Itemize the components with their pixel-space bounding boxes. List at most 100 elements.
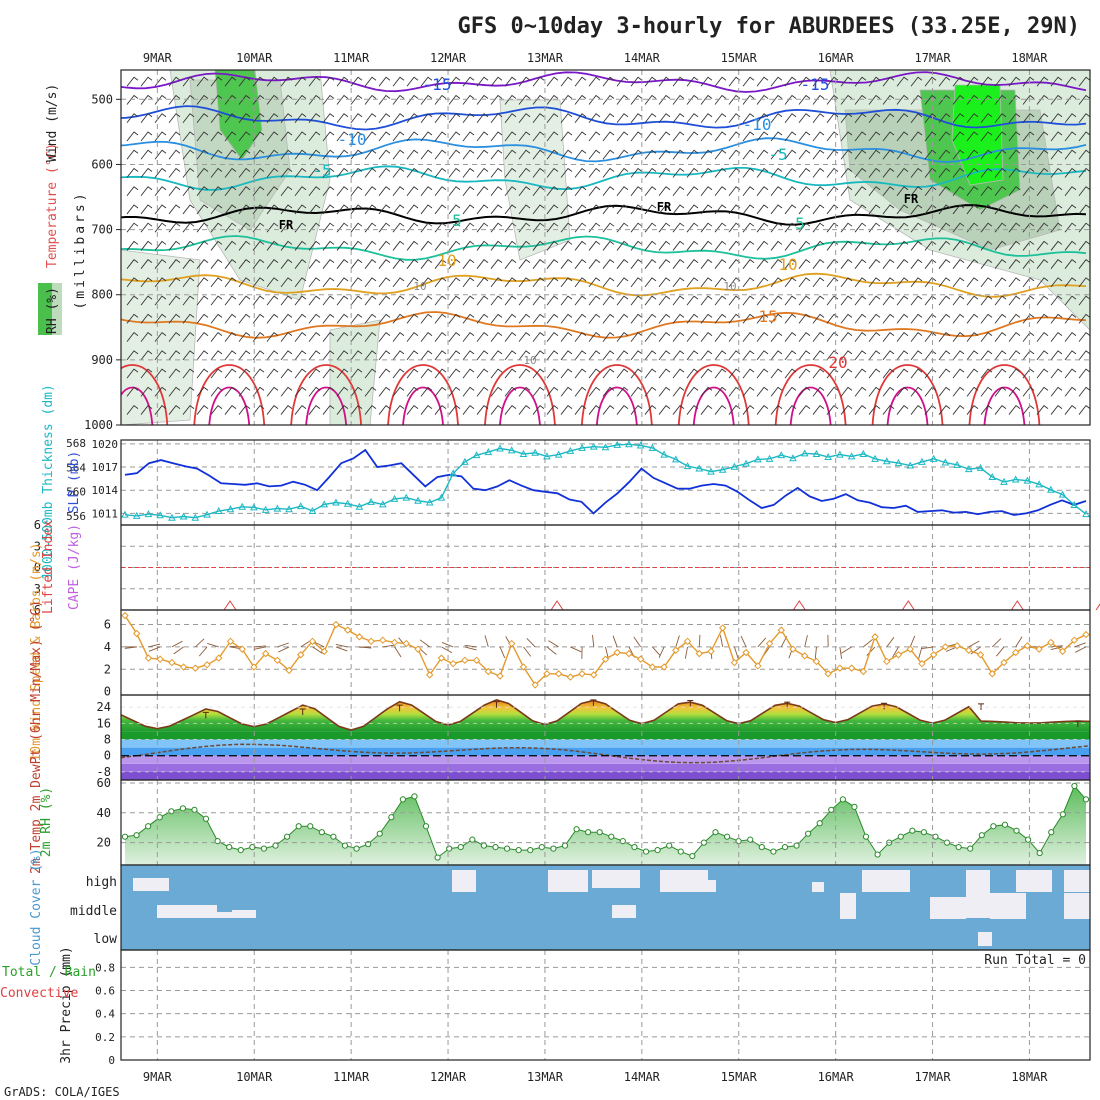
upper-wind-barb xyxy=(476,313,489,324)
thickness-point xyxy=(718,465,727,473)
upper-wind-barb xyxy=(252,167,265,178)
wind-speed-point xyxy=(613,648,621,657)
wind-barb xyxy=(526,637,536,648)
pressure-tick-label: 700 xyxy=(91,223,113,237)
upper-wind-barb xyxy=(616,259,629,269)
cloud-block xyxy=(840,893,856,919)
upper-wind-barb xyxy=(420,368,433,379)
temp-2m-label: 2m Temp 2m DewPt (6hr Min/Max) (°C) xyxy=(29,600,44,874)
upper-wind-barb xyxy=(770,240,783,251)
upper-wind-barb xyxy=(630,350,643,361)
wind-speed-point xyxy=(660,663,668,671)
thickness-tick-label: 556 xyxy=(66,510,86,523)
upper-wind-barb xyxy=(672,331,685,342)
upper-wind-barb xyxy=(140,167,153,178)
upper-wind-barb xyxy=(826,149,839,160)
wind-barb xyxy=(886,637,895,648)
temperature-tick-label: 16 xyxy=(97,716,111,730)
top-date-label: 14MAR xyxy=(624,51,661,65)
wind-speed-point xyxy=(461,656,469,665)
thickness-point xyxy=(472,451,481,459)
wind-barb xyxy=(570,646,582,653)
upper-wind-barb xyxy=(840,313,853,324)
wind-speed-point xyxy=(718,624,727,632)
rh-point xyxy=(631,844,638,851)
upper-wind-barb xyxy=(770,277,783,288)
upper-wind-barb xyxy=(1078,131,1090,142)
temperature-band xyxy=(121,739,1090,748)
upper-wind-barb xyxy=(420,350,433,361)
wind-barb xyxy=(1075,646,1087,653)
upper-wind-barb xyxy=(322,313,335,324)
bottom-date-label: 10MAR xyxy=(236,1070,273,1084)
wind-barb xyxy=(592,634,595,647)
upper-wind-barb xyxy=(434,313,447,324)
upper-wind-barb xyxy=(210,204,223,215)
upper-wind-barb xyxy=(938,131,951,142)
upper-wind-barb xyxy=(742,113,755,124)
upper-wind-barb xyxy=(560,167,573,178)
temperature-line xyxy=(120,699,1091,731)
upper-wind-barb xyxy=(798,113,811,124)
upper-wind-barb xyxy=(840,386,853,397)
upper-wind-barb xyxy=(616,94,629,105)
thickness-line xyxy=(124,443,1087,519)
bottom-date-label: 17MAR xyxy=(914,1070,951,1084)
upper-wind-barb xyxy=(490,331,503,342)
upper-wind-barb xyxy=(448,368,461,379)
credit: GrADS: COLA/IGES xyxy=(4,1085,120,1099)
upper-wind-barb xyxy=(546,167,559,178)
upper-wind-barb xyxy=(504,259,517,269)
upper-wind-barb xyxy=(364,240,377,251)
upper-wind-barb xyxy=(434,404,447,415)
rh-tick-label: 60 xyxy=(97,776,111,790)
wind-barb xyxy=(612,635,618,648)
rh-point xyxy=(283,833,291,840)
temperature-area xyxy=(121,699,1090,732)
upper-wind-barb xyxy=(588,331,601,342)
upper-wind-barb xyxy=(910,167,923,178)
cloud-level-label: low xyxy=(94,932,118,947)
upper-wind-barb xyxy=(714,331,727,342)
upper-wind-barb xyxy=(350,404,363,415)
upper-wind-barb xyxy=(154,149,167,160)
wind-barb xyxy=(658,646,665,658)
upper-wind-barb xyxy=(294,222,307,233)
precip-convective-label: Convective xyxy=(0,986,78,1001)
upper-wind-barb xyxy=(532,131,545,142)
upper-wind-barb xyxy=(1036,204,1049,215)
upper-wind-barb xyxy=(266,259,279,269)
upper-wind-barb xyxy=(1008,313,1021,324)
upper-wind-barb xyxy=(826,277,839,288)
upper-wind-barb xyxy=(336,113,349,124)
upper-wind-barb xyxy=(602,277,615,288)
upper-wind-barb xyxy=(224,404,237,415)
upper-wind-barb xyxy=(532,149,545,160)
upper-wind-barb xyxy=(644,313,657,324)
upper-wind-barb xyxy=(532,350,545,361)
upper-wind-barb xyxy=(980,131,993,142)
rh-point xyxy=(1013,827,1020,834)
upper-wind-barb xyxy=(322,113,335,124)
rh-point xyxy=(480,842,488,849)
upper-wind-barb xyxy=(868,277,881,288)
warm-isotherm-loop xyxy=(774,364,847,425)
upper-wind-barb xyxy=(812,295,825,306)
upper-wind-barb xyxy=(154,167,167,178)
thickness-point xyxy=(191,513,200,521)
thickness-point xyxy=(1058,490,1067,498)
upper-wind-barb xyxy=(308,149,321,160)
thickness-point xyxy=(343,499,352,507)
legend-wind: Wind (m/s) xyxy=(45,84,60,162)
wind-speed-point xyxy=(472,656,481,665)
wind-speed-point xyxy=(437,654,446,662)
upper-wind-barb xyxy=(868,240,881,251)
upper-wind-barb xyxy=(252,94,265,105)
upper-wind-barb xyxy=(168,331,181,342)
wind-barb xyxy=(684,646,688,659)
upper-wind-barb xyxy=(574,186,587,196)
upper-wind-barb xyxy=(658,313,671,324)
upper-wind-barb xyxy=(490,149,503,160)
upper-wind-barb xyxy=(294,240,307,251)
upper-wind-barb xyxy=(252,404,265,415)
